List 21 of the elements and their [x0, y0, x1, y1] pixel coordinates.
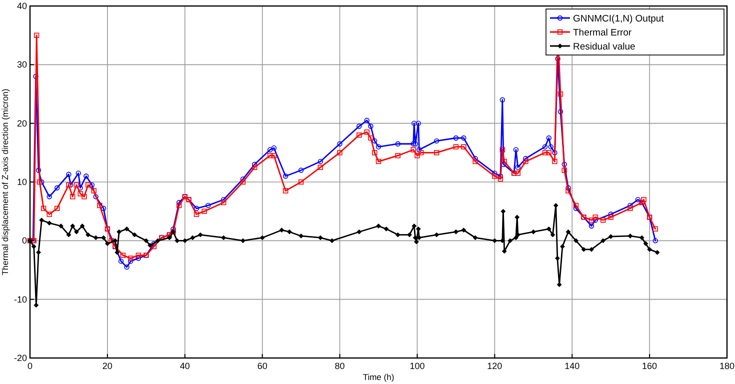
x-tick-label: 40	[180, 361, 190, 371]
y-tick-label: 30	[16, 60, 27, 70]
x-axis-title: Time (h)	[362, 372, 394, 382]
legend-label: GNNMCI(1,N) Output	[573, 14, 664, 24]
x-tick-label: 180	[719, 361, 735, 371]
x-tick-label: 120	[487, 361, 502, 371]
x-tick-label: 20	[102, 361, 112, 371]
y-tick-label: -10	[14, 294, 27, 304]
x-tick-label: 160	[642, 361, 658, 371]
y-tick-label: 20	[16, 118, 27, 128]
y-tick-label: 0	[22, 236, 27, 246]
y-tick-label: 10	[16, 177, 27, 187]
y-tick-label: -20	[14, 353, 27, 363]
x-tick-label: 140	[564, 361, 580, 371]
x-tick-label: 100	[410, 361, 425, 371]
y-axis-title: Thermal displacement of Z-axis direction (micron)	[0, 88, 10, 276]
y-tick-label: 40	[16, 1, 27, 11]
x-tick-label: 60	[257, 361, 268, 371]
legend-label: Thermal Error	[573, 28, 632, 38]
legend-label: Residual value	[573, 42, 636, 52]
x-tick-label: 80	[334, 361, 345, 371]
